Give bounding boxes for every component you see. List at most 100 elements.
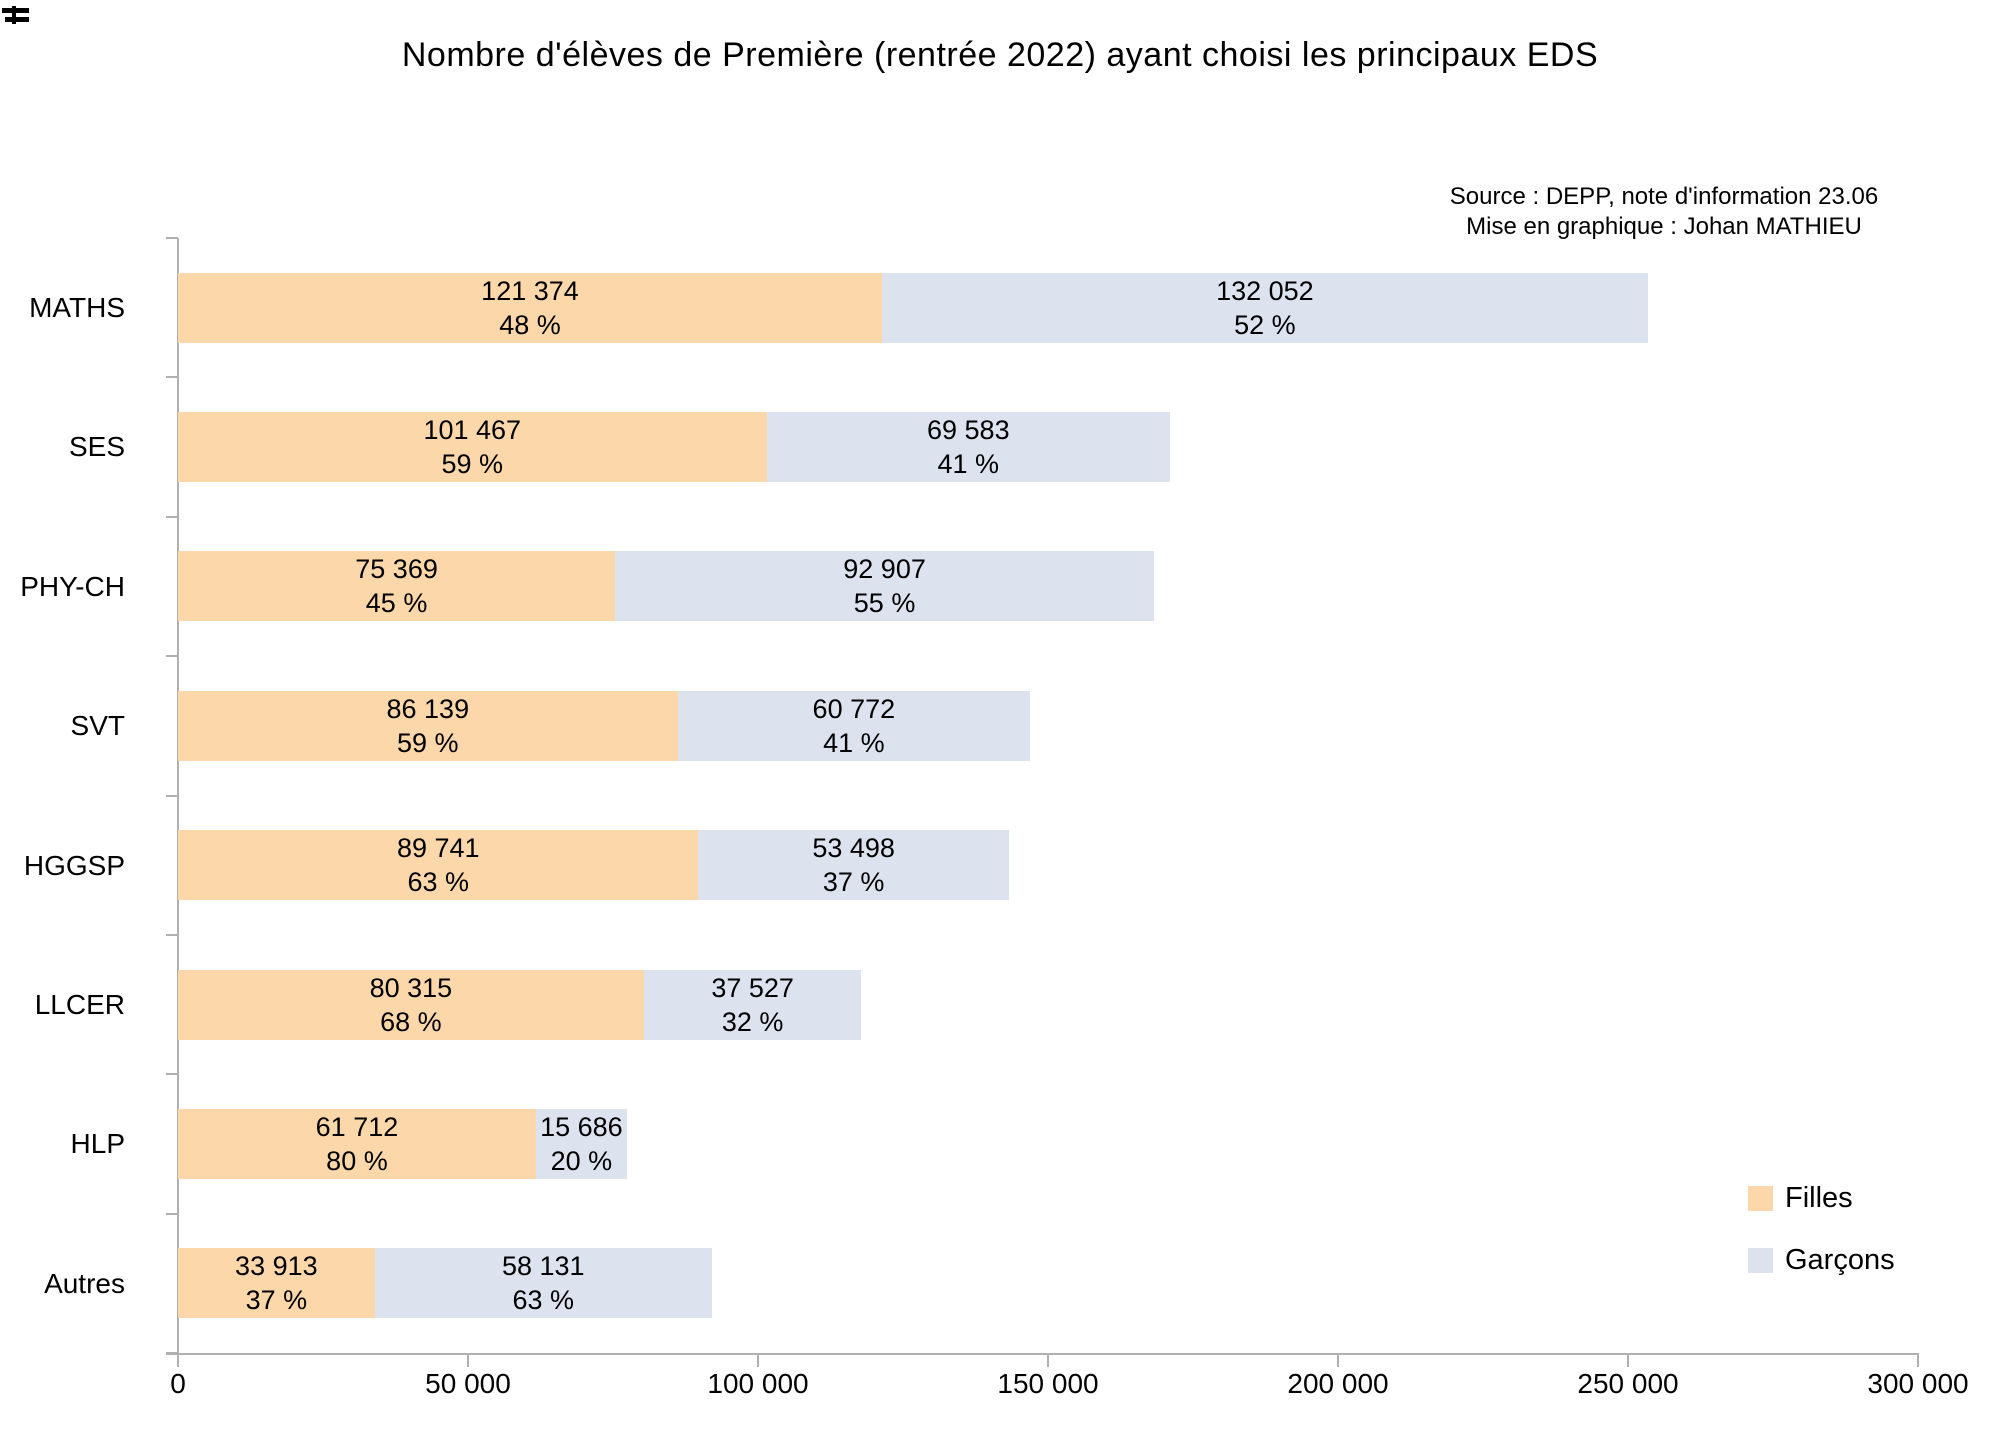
bar-value-garcons-hlp: 15 686 <box>540 1111 623 1142</box>
legend-swatch-garcons <box>1748 1248 1773 1273</box>
bar-percent-garcons-maths: 52 % <box>1234 309 1296 340</box>
legend-label-filles: Filles <box>1785 1182 1853 1214</box>
bar-segment-filles-phy-ch <box>178 551 616 622</box>
bar-percent-filles-hlp: 80 % <box>326 1145 388 1176</box>
bar-percent-filles-phy-ch: 45 % <box>365 588 428 619</box>
x-axis-line <box>166 1353 1919 1355</box>
bar-label-garcons-phy-ch: 92 907 55 % <box>843 552 926 620</box>
bar-label-filles-svt: 86 139 59 % <box>387 692 470 760</box>
legend-swatch-filles <box>1748 1186 1773 1211</box>
corner-artifact-stroke <box>5 17 29 22</box>
plot-area: MATHS 121 374 48 % 132 052 52 % SES 101 467 59 … <box>20 238 1918 1353</box>
bar-label-garcons-maths: 132 052 52 % <box>1216 274 1314 342</box>
x-axis-tick-label-100-000: 100 000 <box>707 1368 809 1399</box>
bar-value-filles-maths: 121 374 <box>481 275 579 306</box>
y-axis-tick <box>166 933 178 936</box>
bar-label-garcons-autres: 58 131 63 % <box>502 1249 585 1317</box>
y-axis-tick <box>166 237 178 239</box>
x-axis-tick-label-150-000: 150 000 <box>997 1368 1099 1399</box>
bar-segment-filles-ses <box>178 412 767 483</box>
legend-item-filles: Filles <box>1748 1182 1895 1215</box>
y-axis-tick <box>166 515 178 518</box>
bar-label-filles-maths: 121 374 48 % <box>481 274 579 342</box>
category-label-svt: SVT <box>70 710 125 742</box>
y-axis-tick <box>166 655 178 658</box>
source-note: Source : DEPP, note d'information 23.06 … <box>1410 182 1918 242</box>
legend-item-garcons: Garçons <box>1748 1244 1895 1277</box>
category-label-maths: MATHS <box>29 292 125 323</box>
bar-segment-garcons-autres <box>374 1248 712 1319</box>
y-axis-line <box>177 238 179 1355</box>
y-axis-tick <box>166 1352 178 1354</box>
bar-percent-garcons-svt: 41 % <box>823 727 885 758</box>
bar-percent-filles-llcer: 68 % <box>380 1006 442 1037</box>
bar-percent-filles-maths: 48 % <box>499 309 561 340</box>
x-axis-tick <box>1627 1355 1629 1367</box>
bar-label-filles-hlp: 61 712 80 % <box>316 1110 399 1178</box>
bar-segment-garcons-llcer <box>643 969 862 1040</box>
bar-label-filles-ses: 101 467 59 % <box>423 413 521 481</box>
bar-value-garcons-autres: 58 131 <box>501 1251 585 1282</box>
bar-percent-filles-autres: 37 % <box>245 1285 308 1316</box>
bar-segment-filles-llcer <box>178 969 644 1040</box>
bar-label-filles-hggsp: 89 741 63 % <box>397 831 480 899</box>
bar-percent-filles-svt: 59 % <box>397 727 459 758</box>
x-axis-tick <box>177 1355 179 1367</box>
bar-percent-garcons-autres: 63 % <box>512 1285 575 1316</box>
bar-value-garcons-phy-ch: 92 907 <box>843 554 926 585</box>
bar-value-garcons-maths: 132 052 <box>1216 275 1314 306</box>
bar-value-filles-hggsp: 89 741 <box>396 833 480 864</box>
category-label-hggsp: HGGSP <box>23 849 125 881</box>
x-axis-tick-label-200-000: 200 000 <box>1287 1368 1389 1399</box>
source-line-2: Mise en graphique : Johan MATHIEU <box>1466 213 1862 240</box>
x-axis-tick <box>1917 1355 1919 1367</box>
bar-value-filles-phy-ch: 75 369 <box>355 554 438 585</box>
corner-artifact-stroke <box>12 6 16 24</box>
bar-label-filles-llcer: 80 315 68 % <box>370 971 453 1039</box>
legend: Filles Garçons <box>1748 1182 1895 1306</box>
bar-percent-garcons-llcer: 32 % <box>721 1006 784 1037</box>
bar-label-filles-phy-ch: 75 369 45 % <box>355 552 438 620</box>
bar-label-garcons-hggsp: 53 498 37 % <box>812 831 895 899</box>
category-label-phy-ch: PHY-CH <box>20 570 125 602</box>
x-axis-tick <box>1337 1355 1339 1367</box>
x-axis-tick-label-300-000: 300 000 <box>1867 1368 1969 1399</box>
bar-segment-filles-svt <box>178 690 678 761</box>
bar-segment-garcons-phy-ch <box>615 551 1154 622</box>
x-axis-tick <box>467 1355 469 1367</box>
bar-segment-filles-hggsp <box>178 830 699 901</box>
y-axis-tick <box>166 1212 178 1215</box>
bar-percent-garcons-hlp: 20 % <box>550 1145 613 1176</box>
category-label-autres: Autres <box>44 1267 125 1299</box>
bar-label-garcons-llcer: 37 527 32 % <box>711 971 794 1039</box>
y-axis-tick <box>166 376 178 379</box>
bar-value-filles-llcer: 80 315 <box>369 972 453 1003</box>
bar-segment-filles-maths <box>178 272 882 343</box>
bar-percent-garcons-phy-ch: 55 % <box>853 588 916 619</box>
bar-label-garcons-svt: 60 772 41 % <box>813 692 896 760</box>
category-label-ses: SES <box>68 431 125 463</box>
bar-percent-filles-hggsp: 63 % <box>407 867 469 898</box>
chart-title: Nombre d'élèves de Première (rentrée 202… <box>401 36 1599 74</box>
category-label-llcer: LLCER <box>34 988 125 1020</box>
category-label-hlp: HLP <box>70 1128 125 1160</box>
bar-segment-filles-autres <box>178 1248 375 1319</box>
bar-value-filles-ses: 101 467 <box>423 415 522 446</box>
bar-label-filles-autres: 33 913 37 % <box>235 1249 318 1317</box>
x-axis-tick <box>1047 1355 1049 1367</box>
bar-segment-filles-hlp <box>178 1108 536 1179</box>
bar-percent-garcons-ses: 41 % <box>937 449 1000 480</box>
x-axis-tick-label-250-000: 250 000 <box>1577 1368 1679 1399</box>
x-axis-tick-label-0: 0 <box>170 1368 186 1399</box>
bar-segment-garcons-hlp <box>535 1108 627 1179</box>
corner-artifact-icon <box>2 6 32 26</box>
source-line-1: Source : DEPP, note d'information 23.06 <box>1449 183 1879 210</box>
y-axis-tick <box>166 794 178 797</box>
x-axis-tick <box>757 1355 759 1367</box>
bar-value-filles-svt: 86 139 <box>386 693 470 724</box>
bar-percent-filles-ses: 59 % <box>441 449 504 480</box>
bar-value-garcons-hggsp: 53 498 <box>812 833 895 864</box>
legend-label-garcons: Garçons <box>1785 1244 1895 1276</box>
bar-segment-garcons-hggsp <box>698 830 1009 901</box>
